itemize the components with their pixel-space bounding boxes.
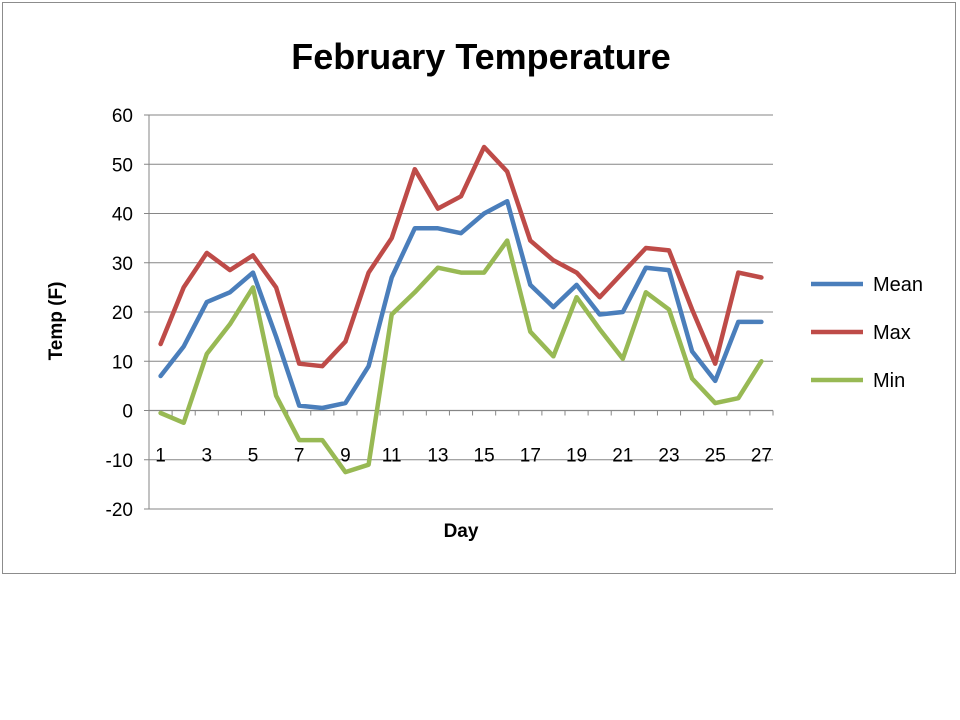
x-axis-title: Day: [444, 521, 479, 542]
y-tick-label: 60: [112, 106, 133, 127]
x-tick-label: 9: [340, 446, 351, 467]
series-line-mean: [158, 198, 764, 411]
y-tick-label: -20: [106, 500, 133, 521]
legend-label-max: Max: [873, 322, 911, 344]
series-lines: [158, 144, 764, 475]
x-tick-label: 25: [705, 446, 726, 467]
legend-label-mean: Mean: [873, 274, 923, 296]
y-tick-label: 30: [112, 254, 133, 275]
x-tick-label: 3: [201, 446, 212, 467]
x-tick-label: 13: [427, 446, 448, 467]
x-tick-label: 23: [658, 446, 679, 467]
axes: [144, 114, 774, 510]
y-tick-label: 20: [112, 303, 133, 324]
legend: Mean Max Min: [811, 274, 923, 392]
legend-label-min: Min: [873, 370, 905, 392]
y-tick-label: 40: [112, 205, 133, 226]
x-tick-label: 7: [294, 446, 305, 467]
x-tick-labels: 1 3 5 7 9 11 13 15 17 19 21 23 25 27: [155, 446, 772, 467]
x-tick-label: 1: [155, 446, 166, 467]
x-tick-label: 11: [382, 446, 402, 467]
chart-frame: February Temperature -20 -10 0 10 20 30 40 50 60…: [2, 2, 956, 574]
chart-title: February Temperature: [291, 36, 670, 77]
y-tick-labels: -20 -10 0 10 20 30 40 50 60: [106, 106, 133, 521]
y-tick-label: 10: [112, 352, 133, 373]
x-tick-label: 21: [612, 446, 633, 467]
y-tick-label: 0: [122, 402, 133, 423]
x-tick-label: 5: [248, 446, 259, 467]
series-line-min: [158, 238, 764, 475]
x-tick-label: 27: [751, 446, 772, 467]
y-tick-label: -10: [106, 451, 133, 472]
x-tick-label: 17: [520, 446, 541, 467]
x-tick-label: 19: [566, 446, 587, 467]
chart-svg: February Temperature -20 -10 0 10 20 30 40 50 60…: [46, 36, 923, 542]
x-tick-label: 15: [474, 446, 495, 467]
series-line-max: [158, 144, 764, 369]
y-tick-label: 50: [112, 155, 133, 176]
y-axis-title: Temp (F): [46, 282, 67, 361]
